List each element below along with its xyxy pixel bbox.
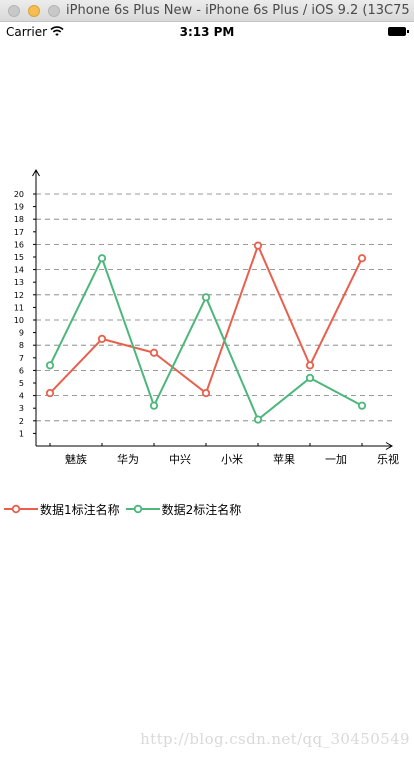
y-tick-label: 16 <box>14 240 24 249</box>
wifi-icon <box>50 26 64 36</box>
x-tick-label: 苹果 <box>273 452 295 466</box>
x-tick-label: 小米 <box>221 453 243 466</box>
data-point-series-2 <box>201 293 211 302</box>
legend-swatch-series-2 <box>125 504 160 514</box>
data-point-series-1 <box>357 254 367 263</box>
chart-legend: 数据1标注名称 数据2标注名称 <box>4 500 247 518</box>
data-point-series-1 <box>97 334 107 343</box>
x-tick-label: 乐视 <box>377 452 399 466</box>
y-tick-label: 17 <box>14 228 24 237</box>
data-point-series-2 <box>357 401 367 410</box>
y-tick-label: 11 <box>14 303 24 312</box>
status-time: 3:13 PM <box>179 25 235 39</box>
x-tick-label: 魅族 <box>65 452 87 466</box>
legend-item-series-2: 数据2标注名称 <box>125 501 242 518</box>
line-chart: 1234567891011121314151617181920魅族 华为 中兴 小米苹… <box>14 169 399 466</box>
close-window-icon[interactable] <box>8 5 20 17</box>
legend-swatch-series-1 <box>4 504 38 514</box>
y-tick-label: 13 <box>14 278 24 287</box>
legend-label-series-2: 数据2标注名称 <box>161 502 242 517</box>
data-point-series-1 <box>201 388 211 398</box>
y-tick-label: 8 <box>19 341 24 350</box>
y-tick-label: 7 <box>19 354 24 363</box>
maximize-window-icon[interactable] <box>48 5 60 17</box>
carrier-label: Carrier <box>6 25 48 39</box>
x-tick-label: 华为 <box>117 452 139 466</box>
y-tick-label: 4 <box>19 392 24 401</box>
y-tick-label: 3 <box>19 404 24 413</box>
y-tick-label: 9 <box>19 329 24 338</box>
y-tick-label: 15 <box>14 253 24 262</box>
data-point-series-2 <box>149 401 159 410</box>
minimize-window-icon[interactable] <box>28 5 40 17</box>
y-tick-label: 6 <box>19 366 24 375</box>
legend-item-series-1: 数据1标注名称 <box>4 501 120 518</box>
x-tick-label: 一加 <box>325 453 347 466</box>
data-point-series-2 <box>45 361 55 370</box>
data-point-series-1 <box>253 241 263 250</box>
y-tick-label: 12 <box>14 291 24 300</box>
y-tick-label: 18 <box>14 215 24 224</box>
y-tick-label: 2 <box>19 417 24 426</box>
window-titlebar: iPhone 6s Plus New - iPhone 6s Plus / iO… <box>0 0 414 22</box>
data-point-series-1 <box>305 361 315 370</box>
y-tick-label: 19 <box>14 203 24 212</box>
y-tick-label: 20 <box>14 190 24 199</box>
data-point-series-1 <box>149 348 159 357</box>
x-tick-label: 中兴 <box>169 453 191 466</box>
window-title: iPhone 6s Plus New - iPhone 6s Plus / iO… <box>66 3 410 18</box>
x-axis-arrow-icon <box>385 442 393 450</box>
legend-label-series-1: 数据1标注名称 <box>40 502 120 517</box>
y-tick-label: 14 <box>14 266 24 275</box>
data-point-series-2 <box>253 415 263 424</box>
y-axis-arrow-icon <box>32 169 40 177</box>
y-tick-label: 1 <box>19 429 24 438</box>
y-tick-label: 5 <box>19 379 24 388</box>
status-bar: Carrier 3:13 PM <box>0 22 414 42</box>
y-tick-label: 10 <box>14 316 24 325</box>
watermark-text: http://blog.csdn.net/qq_30450549 <box>140 730 410 748</box>
battery-icon <box>388 27 409 36</box>
data-point-series-2 <box>305 373 315 383</box>
data-point-series-1 <box>45 388 55 398</box>
data-point-series-2 <box>97 254 107 263</box>
